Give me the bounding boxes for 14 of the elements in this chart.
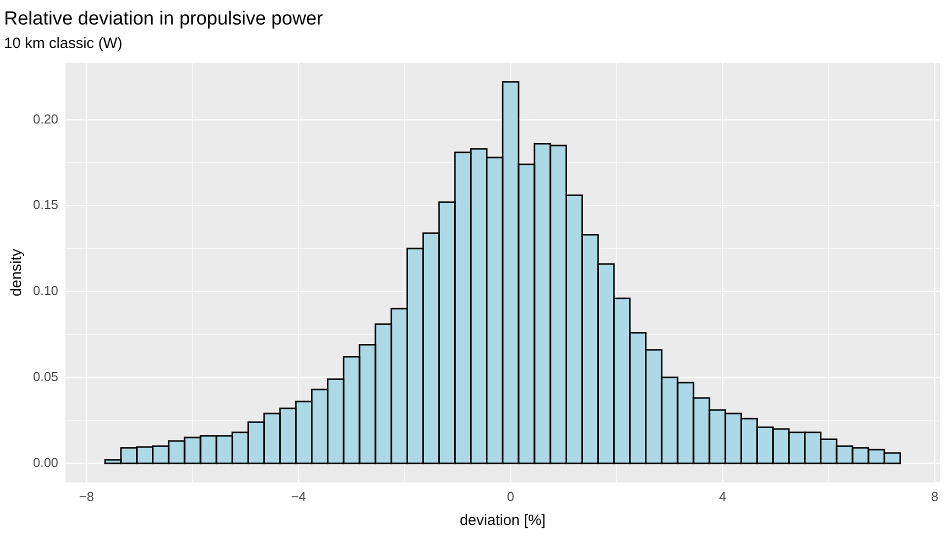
y-tick-label: 0.05 — [32, 368, 58, 384]
x-tick-label: −8 — [79, 488, 94, 504]
y-tick-label: 0.15 — [32, 197, 58, 212]
x-tick-label: 4 — [719, 488, 726, 504]
x-tick-label: −4 — [291, 488, 306, 504]
y-axis-title: density — [8, 248, 26, 296]
x-axis-title: deviation [%] — [460, 512, 546, 530]
y-tick-label: 0.00 — [32, 454, 58, 470]
chart-subtitle: 10 km classic (W) — [4, 34, 122, 52]
chart-title: Relative deviation in propulsive power — [4, 8, 324, 30]
y-tick-label: 0.20 — [32, 111, 58, 126]
x-tick-label: 8 — [931, 488, 938, 504]
x-tick-label: 0 — [506, 488, 514, 504]
y-tick-label: 0.10 — [32, 283, 58, 298]
